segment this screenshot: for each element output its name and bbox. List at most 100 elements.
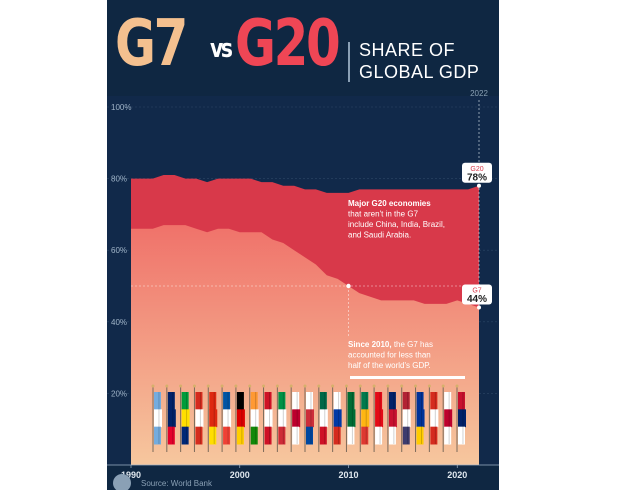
flag-finial xyxy=(344,384,348,388)
flag-stripe xyxy=(347,392,355,410)
y-tick-label: 40% xyxy=(111,318,127,327)
flag-stripe xyxy=(250,392,258,410)
flag-stripe xyxy=(223,409,232,428)
us-flag xyxy=(400,384,411,452)
china-flag xyxy=(206,384,218,452)
flag-stripe xyxy=(250,426,258,445)
flag-stripe xyxy=(264,426,272,445)
argentina-flag xyxy=(151,384,162,452)
canada-flag-2 xyxy=(427,384,439,452)
flag-stripe xyxy=(223,426,231,445)
flag-stripe xyxy=(430,409,439,428)
flag-stripe xyxy=(181,426,189,445)
flag-stripe xyxy=(333,392,341,410)
flag-stripe xyxy=(209,392,217,410)
axis-band xyxy=(107,465,499,490)
flag-stripe xyxy=(167,409,176,428)
flag-stripe xyxy=(292,409,301,428)
g7-label-box xyxy=(462,284,492,305)
g7-label-name: G7 xyxy=(472,287,481,294)
flag-stripe xyxy=(444,409,453,428)
flag-stripe xyxy=(416,392,424,410)
source-note: Source: World Bank xyxy=(141,479,212,488)
flag-stripe xyxy=(306,409,314,428)
flag-stripe xyxy=(402,392,410,410)
year-2010-dot xyxy=(346,283,351,289)
flag-finial xyxy=(165,384,169,388)
y-tick-label: 60% xyxy=(111,246,127,255)
flag-stripe xyxy=(388,426,396,445)
flag-stripe xyxy=(264,409,273,428)
flag-stripe xyxy=(292,392,300,410)
g20-label-value: 78% xyxy=(467,172,487,183)
title-vs: vs xyxy=(210,34,233,64)
japan-flag-2 xyxy=(441,384,453,452)
flag-stripe xyxy=(236,409,245,428)
australia-flag xyxy=(165,384,176,452)
flag-finial xyxy=(414,384,418,388)
flag-finial xyxy=(220,384,224,388)
flag-stripe xyxy=(209,409,218,428)
uk-flag xyxy=(386,384,397,452)
flag-stripe xyxy=(195,392,203,410)
flag-stripe xyxy=(306,392,313,410)
annotation-underline xyxy=(350,376,465,379)
flag-stripe xyxy=(375,409,384,428)
saudi-arabia-flag xyxy=(344,384,356,452)
flag-stripe xyxy=(209,426,217,445)
canada-flag xyxy=(192,384,204,452)
flag-stripe xyxy=(375,392,383,410)
flag-finial xyxy=(289,384,293,388)
turkey-flag xyxy=(372,384,384,452)
x-tick-label: 2010 xyxy=(338,470,358,480)
flag-stripe xyxy=(361,409,370,428)
header: G7 vs G20 SHARE OF GLOBAL GDP xyxy=(107,0,499,96)
flag-finial xyxy=(206,384,210,388)
france-flag xyxy=(220,384,232,452)
flag-stripe xyxy=(333,426,341,445)
korea-flag xyxy=(303,384,314,452)
flag-stripe xyxy=(181,409,190,428)
flag-finial xyxy=(386,384,390,388)
flag-stripe xyxy=(458,409,466,428)
flag-stripe xyxy=(250,409,259,428)
infographic-frame: 2022 G20 78% G7 44% Major G20 economies that a… xyxy=(107,0,499,490)
flag-stripe xyxy=(167,426,175,445)
g20-annotation: Major G20 economies that aren't in the G7… xyxy=(348,199,445,240)
eu-flag xyxy=(414,384,425,452)
flag-stripe xyxy=(195,409,204,428)
flag-stripe xyxy=(402,426,410,445)
italy-flag xyxy=(275,384,287,452)
end-year-label: 2022 xyxy=(470,89,488,98)
germany-flag xyxy=(234,384,245,452)
flag-stripe xyxy=(430,426,438,445)
flag-finial xyxy=(151,384,155,388)
flag-row xyxy=(151,384,466,452)
russia-flag xyxy=(331,384,342,452)
flag-stripe xyxy=(458,392,465,410)
g20-label-name: G20 xyxy=(470,166,483,173)
flag-finial xyxy=(427,384,431,388)
flag-finial xyxy=(331,384,335,388)
flag-finial xyxy=(234,384,238,388)
x-tick-label: 1990 xyxy=(121,470,141,480)
flag-stripe xyxy=(333,409,342,428)
flag-stripe xyxy=(278,409,287,428)
x-tick-label: 2000 xyxy=(230,470,250,480)
g7-annotation: Since 2010, the G7 has accounted for less… xyxy=(348,340,433,370)
subtitle-line-1: SHARE OF xyxy=(359,40,456,60)
flag-stripe xyxy=(319,392,327,410)
flag-finial xyxy=(455,384,459,388)
flag-stripe xyxy=(361,426,369,445)
flag-stripe xyxy=(167,392,175,410)
flag-stripe xyxy=(154,392,161,410)
flag-stripe xyxy=(416,409,425,428)
flag-stripe xyxy=(402,409,411,428)
flag-finial xyxy=(262,384,266,388)
flag-stripe xyxy=(388,409,397,428)
g20-label-box xyxy=(462,162,492,183)
flag-stripe xyxy=(319,426,327,445)
